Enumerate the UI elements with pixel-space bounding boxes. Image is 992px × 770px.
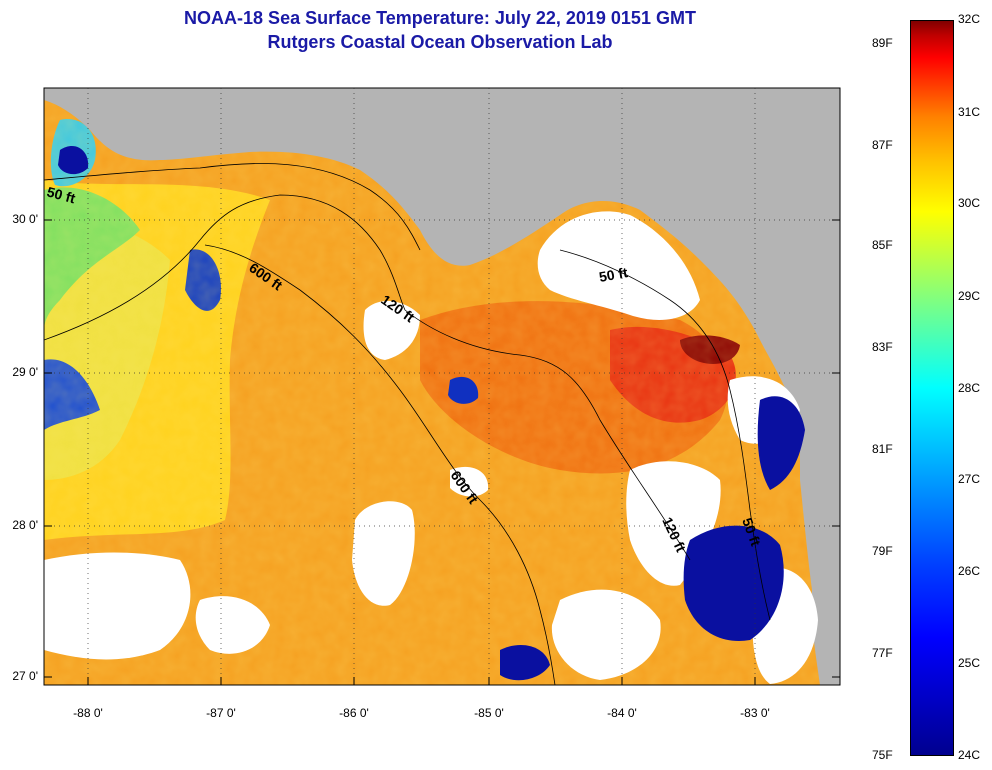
lon-label-83: -83 0' [740,706,770,720]
cold-water-patch-central [448,376,479,404]
map-frame [43,87,841,686]
axis-ticks [44,219,840,685]
colorbar-label-89f: 89F [872,36,893,50]
colorbar-label-25c: 25C [958,656,981,670]
colorbar-label-83f: 83F [872,340,893,354]
colorbar-label-29c: 29C [958,289,981,303]
lon-label-87: -87 0' [206,706,236,720]
colorbar-label-28c: 28C [958,381,981,395]
lat-label-27: 27 0' [12,669,38,683]
cloud-apalachee [363,300,420,360]
colorbar-label-85f: 85F [872,238,893,252]
lon-label-86: -86 0' [339,706,369,720]
colorbar-label-87f: 87F [872,138,893,152]
colorbar-label-32c: 32C [958,12,981,26]
colorbar-label-27c: 27C [958,472,981,486]
colorbar-label-26c: 26C [958,564,981,578]
cold-water-patch-tampa [683,525,784,641]
contour-label-50ft-east: 50 ft [598,264,629,285]
colorbar-label-81f: 81F [872,442,893,456]
map-title: NOAA-18 Sea Surface Temperature: July 22… [184,8,696,28]
colorbar-label-79f: 79F [872,544,893,558]
contour-label-50ft-west: 50 ft [45,183,77,206]
lon-label-85: -85 0' [474,706,504,720]
lon-label-84: -84 0' [607,706,637,720]
temperature-colorbar [910,20,954,756]
contour-120ft [44,194,691,561]
contour-50ft-east [559,249,771,621]
cloud-southeast [551,589,661,680]
contour-600ft [204,244,556,685]
cold-water-patch-west-coast [58,146,89,175]
colorbar-label-31c: 31C [958,105,981,119]
land-florida-peninsula [800,430,840,685]
cloud-central [352,501,415,606]
cold-water-patch-south [500,645,550,681]
lat-label-28: 28 0' [12,518,38,532]
cold-water-patch-cedar-key [757,396,805,490]
cloud-southwest [44,552,191,660]
colorbar-label-77f: 77F [872,646,893,660]
map-subtitle: Rutgers Coastal Ocean Observation Lab [267,32,613,52]
colorbar-label-24c: 24C [958,748,981,762]
colorbar-label-30c: 30C [958,196,981,210]
cloud-east-center [450,466,489,497]
lon-label-88: -88 0' [73,706,103,720]
colorbar-label-75f: 75F [872,748,893,762]
contour-50ft-west [44,163,421,251]
land-northern-gulf-coast [44,88,840,560]
lat-label-30: 30 0' [12,212,38,226]
cloud-south-center [195,596,270,654]
lat-label-29: 29 0' [12,365,38,379]
